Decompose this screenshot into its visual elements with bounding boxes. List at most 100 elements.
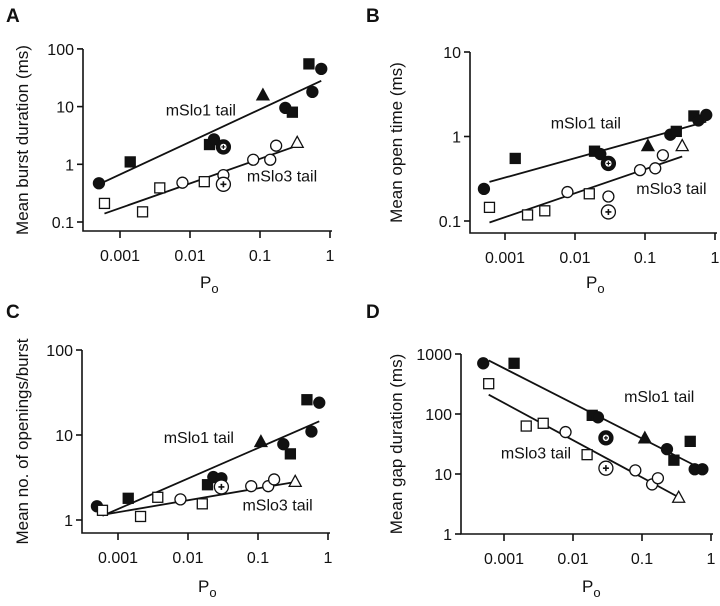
y-tick-label: 1 bbox=[64, 513, 73, 530]
data-point-mslo3 bbox=[264, 153, 277, 166]
x-axis-label: Po bbox=[582, 577, 601, 600]
data-point-mslo1 bbox=[92, 177, 106, 190]
data-point-mslo1 bbox=[668, 454, 680, 466]
y-tick-label: 0.1 bbox=[439, 214, 461, 231]
series-label-mslo1: mSlo1 tail bbox=[624, 389, 694, 406]
data-point-mslo3 bbox=[651, 472, 665, 485]
panel-d: D 1 10 100 1000 0.001 0.01 0.1 1 Po Mean gap durat… bbox=[366, 302, 716, 600]
y-tick-label: 10 bbox=[443, 45, 461, 62]
panel-letter: C bbox=[6, 302, 20, 323]
y-axis-label: Mean burst duration (ms) bbox=[13, 45, 32, 235]
y-axis-label: Mean gap duration (ms) bbox=[387, 354, 406, 534]
panel-letter: D bbox=[366, 302, 380, 323]
y-tick-label: 1000 bbox=[416, 347, 452, 364]
data-point-mslo3 bbox=[656, 149, 670, 162]
series-label-mslo3: mSlo3 tail bbox=[242, 497, 312, 514]
data-point-mslo1 bbox=[640, 138, 655, 152]
fit-line-mslo3 bbox=[488, 393, 680, 499]
data-point-mslo3 bbox=[629, 464, 642, 477]
data-point-mslo3 bbox=[520, 420, 532, 432]
fit-line-mslo1 bbox=[102, 420, 320, 517]
data-point-mslo3 bbox=[152, 491, 164, 503]
data-point-mslo3 bbox=[267, 473, 281, 486]
marker-plus bbox=[221, 144, 226, 149]
series-label-mslo3: mSlo3 tail bbox=[247, 169, 317, 186]
data-point-mslo3 bbox=[559, 425, 572, 439]
y-tick-label: 10 bbox=[55, 428, 73, 445]
marker-plus bbox=[605, 208, 612, 215]
data-point-mslo3 bbox=[176, 176, 189, 189]
data-point-mslo3 bbox=[247, 153, 260, 166]
x-tick-label: 1 bbox=[707, 551, 716, 568]
x-tick-label: 0.01 bbox=[559, 250, 590, 267]
data-point-mslo3 bbox=[174, 493, 187, 506]
x-tick-label: 0.001 bbox=[98, 550, 138, 567]
data-point-mslo3 bbox=[537, 417, 549, 429]
panel-b: B 0.1 1 10 0.001 0.01 0.1 1 Po Mean open time (ms… bbox=[366, 6, 720, 296]
data-point-mslo3 bbox=[521, 209, 534, 221]
data-point-mslo1 bbox=[277, 438, 290, 451]
x-tick-label: 1 bbox=[324, 550, 333, 567]
data-point-mslo1 bbox=[122, 492, 134, 504]
x-tick-label: 0.1 bbox=[247, 550, 269, 567]
data-point-mslo3 bbox=[245, 480, 258, 493]
marker-plus bbox=[220, 181, 227, 188]
x-axis-label: Po bbox=[200, 273, 219, 296]
y-tick-label: 100 bbox=[47, 42, 74, 59]
series-label-mslo1: mSlo1 tail bbox=[551, 115, 621, 132]
x-axis-label: Po bbox=[586, 273, 605, 296]
data-point-mslo3 bbox=[154, 182, 166, 194]
data-point-mslo1 bbox=[700, 108, 713, 122]
x-tick-label: 0.01 bbox=[557, 551, 588, 568]
panel-c: C 1 10 100 0.001 0.01 0.1 1 Po Mean no. of openin… bbox=[6, 302, 333, 600]
data-point-mslo3 bbox=[633, 163, 647, 177]
x-tick-label: 0.01 bbox=[172, 550, 203, 567]
data-point-mslo1 bbox=[301, 394, 313, 406]
x-tick-label: 0.001 bbox=[100, 248, 140, 265]
series-label-mslo3: mSlo3 tail bbox=[636, 181, 706, 198]
panel-a: A 0.1 1 10 100 0.001 0.01 0.1 1 Po Mean burst dura… bbox=[6, 6, 335, 296]
axes bbox=[81, 350, 330, 534]
data-point-mslo3 bbox=[675, 138, 690, 152]
data-point-mslo3 bbox=[98, 197, 111, 210]
data-point-mslo1 bbox=[594, 147, 607, 161]
data-point-mslo3 bbox=[96, 504, 109, 516]
series-label-mslo1: mSlo1 tail bbox=[166, 103, 236, 120]
x-axis-label: Po bbox=[198, 577, 217, 600]
data-point-mslo1 bbox=[591, 411, 605, 424]
y-tick-label: 0.1 bbox=[52, 215, 74, 232]
data-point-mslo1 bbox=[124, 156, 136, 168]
data-point-mslo1 bbox=[286, 106, 299, 118]
x-tick-label: 0.1 bbox=[634, 250, 656, 267]
data-point-mslo1 bbox=[509, 152, 521, 165]
data-point-mslo1 bbox=[305, 425, 318, 438]
data-point-mslo3 bbox=[602, 190, 615, 203]
y-tick-label: 1 bbox=[65, 157, 74, 174]
axes bbox=[82, 49, 332, 232]
data-point-mslo1 bbox=[670, 125, 682, 138]
axes bbox=[460, 354, 713, 535]
data-point-mslo1 bbox=[315, 62, 328, 76]
panel-letter: B bbox=[366, 6, 380, 27]
data-point-mslo3 bbox=[539, 205, 551, 217]
marker-plus bbox=[603, 435, 608, 440]
data-point-mslo3 bbox=[134, 510, 147, 523]
data-point-mslo1 bbox=[255, 87, 270, 101]
y-tick-label: 10 bbox=[56, 100, 74, 117]
data-point-mslo1 bbox=[303, 58, 315, 70]
data-point-mslo1 bbox=[508, 357, 520, 369]
marker-plus bbox=[602, 465, 609, 472]
data-point-mslo3 bbox=[581, 449, 593, 461]
x-tick-label: 0.1 bbox=[249, 248, 271, 265]
data-point-mslo3 bbox=[483, 378, 495, 390]
data-point-mslo1 bbox=[637, 430, 652, 444]
y-tick-label: 10 bbox=[434, 467, 452, 484]
data-point-mslo3 bbox=[196, 498, 208, 510]
x-tick-label: 0.001 bbox=[485, 250, 525, 267]
y-tick-label: 1 bbox=[443, 527, 452, 544]
series-label-mslo1: mSlo1 tail bbox=[164, 430, 234, 447]
data-point-mslo1 bbox=[306, 85, 319, 99]
data-point-mslo1 bbox=[313, 396, 326, 409]
data-point-mslo1 bbox=[477, 182, 491, 196]
